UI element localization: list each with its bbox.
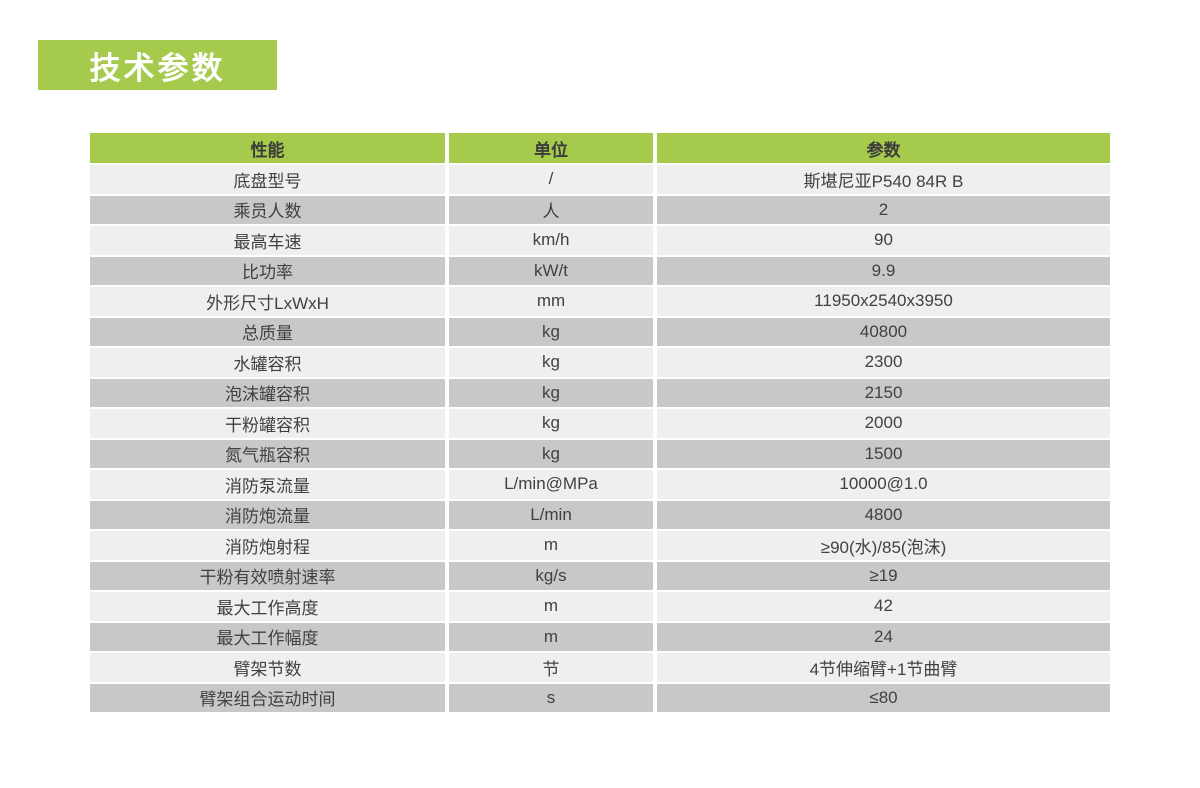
- table-row: 比功率 kW/t 9.9: [90, 256, 1110, 287]
- table-row: 底盘型号 / 斯堪尼亚P540 84R B: [90, 165, 1110, 196]
- spec-value-cell: 斯堪尼亚P540 84R B: [657, 165, 1110, 196]
- spec-value-cell: 2000: [657, 409, 1110, 440]
- column-header-performance: 性能: [90, 133, 449, 165]
- spec-unit-cell: kg: [449, 439, 657, 470]
- spec-name-cell: 泡沫罐容积: [90, 378, 449, 409]
- spec-value-cell: 4节伸缩臂+1节曲臂: [657, 653, 1110, 684]
- spec-name-cell: 干粉罐容积: [90, 409, 449, 440]
- column-header-parameter: 参数: [657, 133, 1110, 165]
- spec-name-cell: 总质量: [90, 317, 449, 348]
- spec-unit-cell: kW/t: [449, 256, 657, 287]
- spec-unit-cell: kg: [449, 409, 657, 440]
- spec-value-cell: 2: [657, 195, 1110, 226]
- spec-name-cell: 水罐容积: [90, 348, 449, 379]
- spec-name-cell: 外形尺寸LxWxH: [90, 287, 449, 318]
- spec-value-cell: 2300: [657, 348, 1110, 379]
- spec-value-cell: 11950x2540x3950: [657, 287, 1110, 318]
- table-row: 总质量 kg 40800: [90, 317, 1110, 348]
- spec-name-cell: 消防泵流量: [90, 470, 449, 501]
- spec-value-cell: 42: [657, 592, 1110, 623]
- table-row: 干粉罐容积 kg 2000: [90, 409, 1110, 440]
- spec-value-cell: ≥19: [657, 561, 1110, 592]
- table-header-row: 性能 单位 参数: [90, 133, 1110, 165]
- spec-name-cell: 消防炮射程: [90, 531, 449, 562]
- spec-name-cell: 最大工作幅度: [90, 622, 449, 653]
- spec-name-cell: 氮气瓶容积: [90, 439, 449, 470]
- spec-name-cell: 臂架节数: [90, 653, 449, 684]
- spec-value-cell: 1500: [657, 439, 1110, 470]
- spec-unit-cell: kg: [449, 348, 657, 379]
- spec-table: 性能 单位 参数 底盘型号 / 斯堪尼亚P540 84R B 乘员人数人 2 最高车速 km…: [90, 133, 1110, 714]
- spec-name-cell: 消防炮流量: [90, 500, 449, 531]
- spec-unit-cell: /: [449, 165, 657, 196]
- table-row: 干粉有效喷射速率 kg/s ≥19: [90, 561, 1110, 592]
- spec-unit-cell: L/min@MPa: [449, 470, 657, 501]
- table-row: 臂架组合运动时间 s ≤80: [90, 683, 1110, 714]
- spec-value-cell: 90: [657, 226, 1110, 257]
- table-row: 消防炮流量 L/min 4800: [90, 500, 1110, 531]
- spec-unit-cell: m: [449, 622, 657, 653]
- spec-unit-cell: mm: [449, 287, 657, 318]
- spec-value-cell: ≤80: [657, 683, 1110, 714]
- spec-name-cell: 乘员人数: [90, 195, 449, 226]
- spec-name-cell: 比功率: [90, 256, 449, 287]
- spec-unit-cell: kg: [449, 378, 657, 409]
- spec-unit-cell: m: [449, 531, 657, 562]
- spec-unit-cell: 节: [449, 653, 657, 684]
- spec-value-cell: 4800: [657, 500, 1110, 531]
- table-row: 消防泵流量 L/min@MPa 10000@1.0: [90, 470, 1110, 501]
- column-header-unit: 单位: [449, 133, 657, 165]
- spec-value-cell: 2150: [657, 378, 1110, 409]
- table-row: 消防炮射程 m ≥90(水)/85(泡沫): [90, 531, 1110, 562]
- table-row: 最大工作高度 m 42: [90, 592, 1110, 623]
- spec-unit-cell: kg/s: [449, 561, 657, 592]
- spec-name-cell: 底盘型号: [90, 165, 449, 196]
- spec-name-cell: 最大工作高度: [90, 592, 449, 623]
- section-title-badge: 技术参数: [38, 40, 277, 90]
- table-row: 最高车速 km/h 90: [90, 226, 1110, 257]
- table-row: 水罐容积 kg 2300: [90, 348, 1110, 379]
- spec-name-cell: 臂架组合运动时间: [90, 683, 449, 714]
- spec-unit-cell: s: [449, 683, 657, 714]
- section-title: 技术参数: [89, 50, 226, 86]
- spec-value-cell: 24: [657, 622, 1110, 653]
- spec-unit-cell: L/min: [449, 500, 657, 531]
- spec-unit-cell: m: [449, 592, 657, 623]
- table-row: 泡沫罐容积 kg 2150: [90, 378, 1110, 409]
- table-row: 外形尺寸LxWxH mm 11950x2540x3950: [90, 287, 1110, 318]
- spec-name-cell: 干粉有效喷射速率: [90, 561, 449, 592]
- spec-value-cell: ≥90(水)/85(泡沫): [657, 531, 1110, 562]
- spec-name-cell: 最高车速: [90, 226, 449, 257]
- spec-unit-cell: 人: [449, 195, 657, 226]
- table-row: 臂架节数节 4节伸缩臂+1节曲臂: [90, 653, 1110, 684]
- spec-value-cell: 40800: [657, 317, 1110, 348]
- table-row: 氮气瓶容积 kg 1500: [90, 439, 1110, 470]
- table-row: 乘员人数人 2: [90, 195, 1110, 226]
- spec-value-cell: 10000@1.0: [657, 470, 1110, 501]
- spec-unit-cell: kg: [449, 317, 657, 348]
- spec-value-cell: 9.9: [657, 256, 1110, 287]
- table-row: 最大工作幅度 m 24: [90, 622, 1110, 653]
- spec-unit-cell: km/h: [449, 226, 657, 257]
